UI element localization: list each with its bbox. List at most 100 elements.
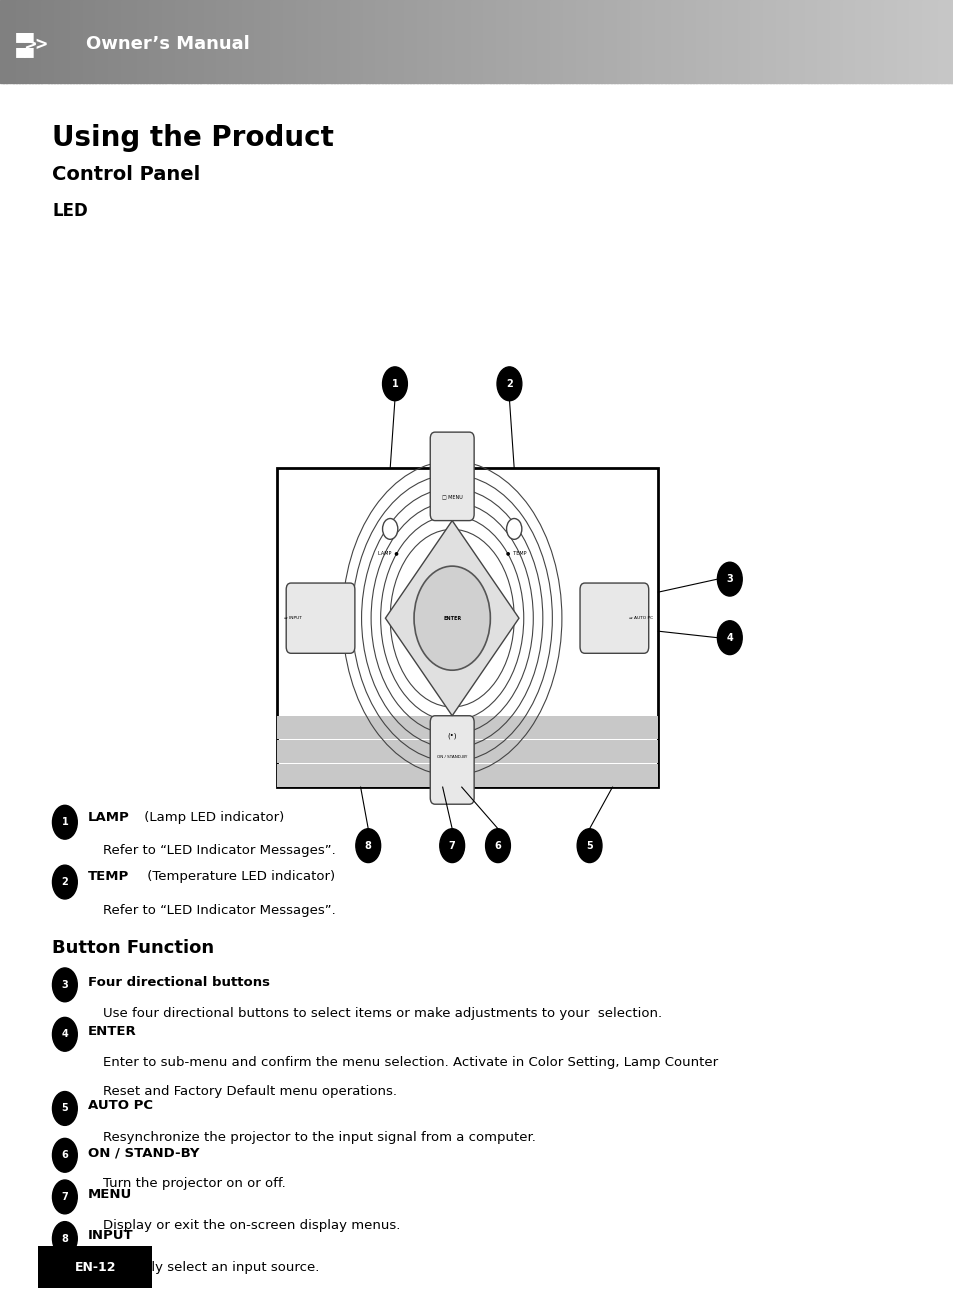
Bar — [375, 0, 379, 83]
Bar — [794, 0, 799, 83]
FancyBboxPatch shape — [276, 468, 658, 787]
Bar — [381, 0, 385, 83]
Bar — [79, 0, 84, 83]
Bar — [594, 0, 598, 83]
Bar — [880, 0, 884, 83]
Text: ON / STAND-BY: ON / STAND-BY — [436, 755, 467, 760]
Bar — [861, 0, 865, 83]
Bar — [289, 0, 294, 83]
Bar — [276, 0, 280, 83]
Bar — [394, 0, 398, 83]
Circle shape — [506, 519, 521, 540]
Bar — [779, 0, 782, 83]
Bar — [464, 0, 468, 83]
FancyBboxPatch shape — [579, 583, 648, 653]
Bar — [858, 0, 862, 83]
Bar — [575, 0, 579, 83]
Circle shape — [717, 621, 741, 654]
Bar — [655, 0, 659, 83]
Bar — [508, 0, 513, 83]
Bar — [159, 0, 163, 83]
Bar — [369, 0, 373, 83]
Bar — [569, 0, 573, 83]
Text: 4: 4 — [61, 1029, 69, 1039]
Bar — [372, 0, 375, 83]
Text: ⇒ INPUT: ⇒ INPUT — [284, 617, 302, 621]
Bar — [10, 0, 13, 83]
Text: 1: 1 — [61, 817, 69, 827]
Bar — [403, 0, 408, 83]
Text: ■: ■ — [15, 46, 27, 59]
Bar — [438, 0, 442, 83]
Bar — [324, 0, 328, 83]
Bar — [51, 0, 55, 83]
Bar — [334, 0, 337, 83]
Bar — [877, 0, 881, 83]
Bar — [696, 0, 700, 83]
FancyBboxPatch shape — [430, 716, 474, 804]
Bar — [912, 0, 916, 83]
Bar — [864, 0, 868, 83]
Bar — [639, 0, 642, 83]
Bar — [73, 0, 77, 83]
Circle shape — [52, 805, 77, 839]
Bar — [826, 0, 830, 83]
Bar — [648, 0, 652, 83]
Bar — [598, 0, 601, 83]
Bar — [941, 0, 944, 83]
Bar — [241, 0, 246, 83]
Bar — [651, 0, 656, 83]
Text: ENTER: ENTER — [443, 615, 460, 621]
Bar — [699, 0, 703, 83]
Bar — [829, 0, 833, 83]
Bar — [362, 0, 366, 83]
Bar — [922, 0, 925, 83]
Text: EN-12: EN-12 — [74, 1261, 116, 1274]
Bar — [98, 0, 103, 83]
Circle shape — [52, 1180, 77, 1214]
Bar — [476, 0, 480, 83]
Bar — [140, 0, 144, 83]
Bar — [64, 0, 68, 83]
Bar — [432, 0, 436, 83]
Text: ⇒ AUTO PC: ⇒ AUTO PC — [629, 617, 653, 621]
Bar — [136, 0, 141, 83]
Bar — [127, 0, 132, 83]
Bar — [169, 0, 172, 83]
Bar — [629, 0, 633, 83]
Bar — [867, 0, 871, 83]
Bar — [588, 0, 592, 83]
Bar — [210, 0, 213, 83]
Bar — [60, 0, 65, 83]
Bar — [883, 0, 887, 83]
Bar — [760, 0, 763, 83]
Text: 6: 6 — [494, 840, 501, 851]
Bar — [131, 0, 134, 83]
Bar — [460, 0, 465, 83]
Bar — [772, 0, 776, 83]
Bar — [336, 0, 341, 83]
Bar — [200, 0, 204, 83]
Bar — [317, 0, 322, 83]
Bar — [270, 0, 274, 83]
Bar — [474, 0, 477, 83]
Polygon shape — [385, 520, 518, 716]
Bar — [886, 0, 890, 83]
Text: Four directional buttons: Four directional buttons — [88, 976, 270, 989]
Text: Use four directional buttons to select items or make adjustments to your  select: Use four directional buttons to select i… — [103, 1007, 661, 1020]
Bar — [693, 0, 697, 83]
Bar — [762, 0, 766, 83]
Bar — [38, 0, 42, 83]
Bar — [537, 0, 541, 83]
Bar — [848, 0, 852, 83]
Bar — [451, 0, 456, 83]
Text: 3: 3 — [61, 980, 69, 990]
Bar — [188, 0, 192, 83]
Bar — [841, 0, 846, 83]
Bar — [855, 0, 859, 83]
Circle shape — [382, 367, 407, 401]
Bar — [603, 0, 608, 83]
Bar — [489, 0, 494, 83]
Bar — [219, 0, 223, 83]
Text: 4: 4 — [725, 632, 733, 643]
